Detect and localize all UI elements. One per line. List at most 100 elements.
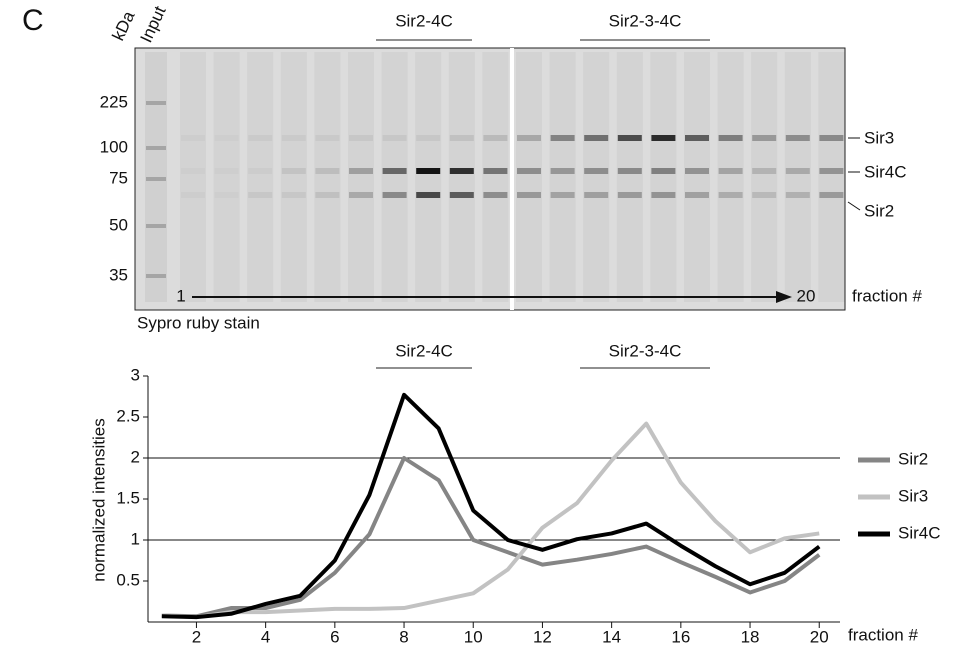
y-tick-label: 1	[131, 529, 140, 548]
x-tick-label: 4	[261, 627, 270, 646]
gel-band	[315, 135, 340, 141]
lane-label: Input	[136, 3, 169, 46]
marker-label: 100	[100, 137, 128, 156]
panel-label: C	[22, 4, 44, 37]
gel-band	[215, 192, 239, 198]
gel-band	[718, 192, 743, 198]
gel-band	[382, 135, 407, 141]
band-pointer	[847, 201, 861, 211]
gel-band	[315, 168, 340, 174]
y-tick-label: 3	[131, 365, 140, 384]
gel-band	[550, 135, 575, 141]
gel-band	[752, 192, 777, 198]
gel-band	[181, 168, 205, 174]
legend-label: Sir4C	[898, 523, 941, 542]
band-label: Sir4C	[864, 162, 907, 181]
gel-band	[382, 168, 407, 174]
stain-label: Sypro ruby stain	[137, 313, 260, 332]
input-lane	[145, 52, 167, 302]
gel-band	[215, 168, 239, 174]
gel-band	[349, 192, 373, 198]
marker-label: 35	[109, 265, 128, 284]
gel-lane	[348, 52, 374, 302]
gel-band	[718, 135, 743, 141]
gel-band	[215, 135, 239, 141]
gel-band	[584, 135, 609, 141]
gel-band	[785, 192, 810, 198]
y-tick-label: 2	[131, 447, 140, 466]
gel-lanes	[145, 52, 845, 302]
x-tick-label: 10	[464, 627, 483, 646]
x-tick-label: 14	[602, 627, 621, 646]
gel-band	[181, 135, 205, 141]
gel-band	[685, 168, 709, 174]
series-line	[161, 392, 821, 620]
gel-band	[785, 135, 810, 141]
fraction-end: 20	[797, 286, 816, 305]
gel-lane	[751, 52, 778, 302]
gel-axis-label: fraction #	[852, 286, 922, 305]
marker-label: 225	[100, 92, 128, 111]
gel-lane	[583, 52, 610, 302]
gel-lane	[314, 52, 341, 302]
gel-band	[382, 192, 407, 198]
x-tick-label: 18	[741, 627, 760, 646]
x-tick-label: 2	[192, 627, 201, 646]
gel-band	[483, 135, 508, 141]
gel-band	[416, 192, 441, 198]
x-axis-label: fraction #	[848, 625, 918, 644]
gel-band	[584, 192, 609, 198]
gel-band	[517, 168, 541, 174]
annotation: Sir2-3-4C	[609, 341, 682, 360]
gel-lane	[717, 52, 744, 302]
gel-band	[281, 192, 306, 198]
gel-band	[517, 192, 541, 198]
band-label: Sir3	[864, 128, 894, 147]
series-line	[161, 421, 820, 620]
gel-lane	[213, 52, 240, 302]
series-line	[161, 456, 821, 619]
arrow-head	[776, 291, 792, 303]
gel-band	[349, 168, 373, 174]
x-tick-label: 6	[330, 627, 339, 646]
gel-band	[819, 168, 844, 174]
gel-band	[785, 168, 810, 174]
gel-band	[718, 168, 743, 174]
gel-band	[181, 192, 205, 198]
gel-band	[483, 168, 508, 174]
gel-lane	[650, 52, 677, 302]
y-axis-label: normalized intensities	[89, 418, 108, 581]
gel-band	[281, 168, 306, 174]
gel-band	[416, 168, 441, 174]
gel-band	[517, 135, 541, 141]
gel-lane	[482, 52, 509, 302]
gel-lane	[180, 52, 206, 302]
gel-band	[617, 192, 642, 198]
gel-band	[819, 192, 844, 198]
gel-band	[617, 135, 642, 141]
gel-band	[416, 135, 441, 141]
gel-band	[449, 135, 474, 141]
marker-label: 75	[109, 168, 128, 187]
gel-lane	[516, 52, 542, 302]
y-tick-label: 2.5	[116, 406, 140, 425]
gel-lane	[818, 52, 845, 302]
gel-band	[449, 192, 474, 198]
gel-band	[483, 192, 508, 198]
legend-label: Sir3	[898, 486, 928, 505]
x-tick-label: 12	[533, 627, 552, 646]
x-tick-label: 16	[671, 627, 690, 646]
gel-band	[819, 135, 844, 141]
gel-lane	[549, 52, 576, 302]
gel-lane	[280, 52, 307, 302]
gel-band	[584, 168, 609, 174]
gel-band	[248, 192, 273, 198]
group-label: Sir2-4C	[395, 11, 453, 30]
gel-band	[752, 135, 777, 141]
legend-label: Sir2	[898, 449, 928, 468]
marker-label: 50	[109, 215, 128, 234]
gel-band	[315, 192, 340, 198]
gel-lane	[616, 52, 643, 302]
